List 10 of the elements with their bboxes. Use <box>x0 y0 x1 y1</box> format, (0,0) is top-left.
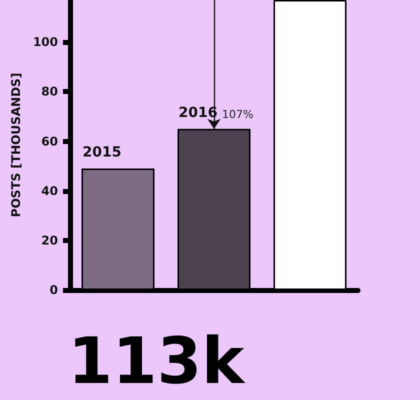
y-tick-label: 60 <box>41 134 58 148</box>
y-tick-label: 100 <box>32 35 58 50</box>
y-tick-label: 80 <box>41 84 58 99</box>
annotation: 107% <box>222 108 254 121</box>
y-tick-label: 40 <box>41 184 58 198</box>
text: 113k <box>68 325 246 399</box>
y-axis-title: POSTS [THOUSANDS] <box>9 72 24 218</box>
y-tick-label: 0 <box>50 283 58 297</box>
y-tick-label: 20 <box>41 233 58 248</box>
x-tick-label: 2015 <box>82 144 122 161</box>
